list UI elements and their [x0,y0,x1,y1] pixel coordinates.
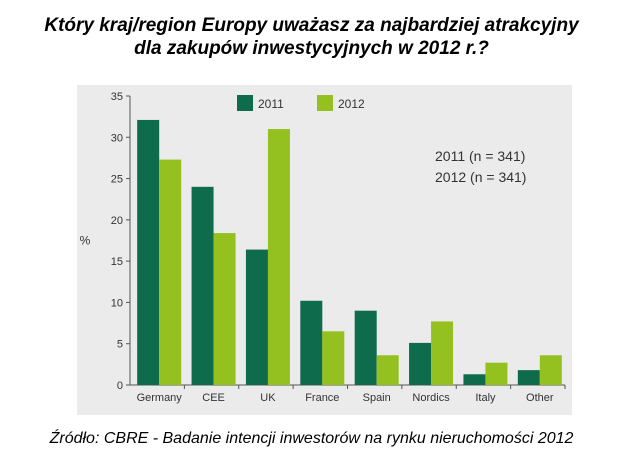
bar-chart: 0 5 10 15 20 25 30 35% Germany CEE UK France Spain No… [80,91,566,404]
bar-2012-cee [213,233,236,385]
bar-2011-germany [137,119,160,385]
x-tick-label: Nordics [412,392,450,404]
y-tick-label: 5 [117,339,123,351]
legend-swatch-2011 [237,95,253,111]
x-tick-label: Other [526,392,554,404]
y-tick-label: 30 [111,132,123,144]
legend-label-2012: 2012 [338,97,365,111]
bar-2012-france [322,331,345,385]
bar-2012-italy [485,362,508,385]
chart-title-line-1: Który kraj/region Europy uważasz za najb… [44,15,579,36]
bar-2012-spain [376,355,399,385]
bar-2012-germany [159,159,182,385]
source-note: Źródło: CBRE - Badanie intencji inwestor… [49,430,574,447]
chart-title: Który kraj/region Europy uważasz za najb… [0,14,623,60]
y-tick-label: 0 [117,380,123,392]
bar-2012-other [539,355,562,385]
sample-size-annotation: 2011 (n = 341) [435,148,525,164]
y-tick-label: 25 [111,174,123,186]
chart-panel: 0 5 10 15 20 25 30 35% Germany CEE UK France Spain No… [77,85,572,415]
x-tick-label: Italy [475,392,496,404]
bar-2011-spain [354,310,377,385]
sample-size-annotation: 2012 (n = 341) [435,169,526,185]
x-tick-label: UK [260,392,276,404]
legend-label-2011: 2011 [258,97,284,111]
bar-2011-cee [191,186,214,385]
legend-swatch-2012 [317,95,333,111]
x-tick-label: France [305,392,339,404]
bar-2011-other [517,370,540,385]
chart-title-line-2: dla zakupów inwestycyjnych w 2012 r.? [134,38,489,59]
y-tick-label: 35 [111,91,123,103]
y-tick-label: 15 [111,256,123,268]
bar-2011-nordics [409,342,432,385]
x-tick-label: Spain [363,392,391,404]
y-axis-label: % [80,234,91,248]
x-tick-label: Germany [137,392,183,404]
y-tick-label: 10 [111,297,123,309]
bar-2011-italy [463,374,486,385]
bar-2011-france [300,300,323,385]
bar-2012-nordics [431,321,454,385]
bar-2012-uk [267,129,290,385]
y-tick-label: 20 [111,215,123,227]
bar-2011-uk [245,249,268,385]
x-tick-label: CEE [202,392,225,404]
